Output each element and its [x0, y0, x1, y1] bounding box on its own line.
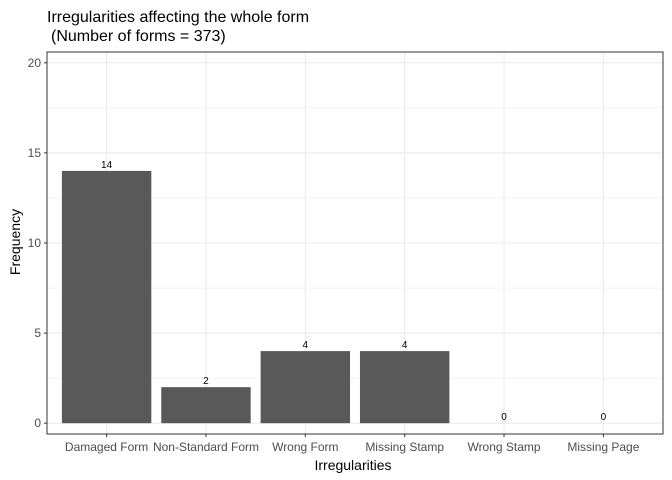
data-label: 0	[501, 412, 507, 423]
x-tick-label: Damaged Form	[65, 440, 148, 454]
y-tick-label: 20	[28, 56, 42, 70]
data-label: 2	[203, 376, 209, 387]
x-tick-label: Non-Standard Form	[153, 440, 259, 454]
y-tick-label: 10	[28, 236, 42, 250]
data-label: 4	[303, 340, 309, 351]
y-tick-label: 15	[28, 146, 42, 160]
x-tick-label: Missing Page	[567, 440, 639, 454]
y-tick-label: 5	[34, 326, 41, 340]
bars	[61, 170, 450, 424]
x-axis: Damaged Form Non-Standard Form Wrong Form M…	[65, 434, 640, 454]
data-labels: 14 2 4 4 0 0	[101, 160, 607, 423]
data-label: 14	[101, 160, 113, 171]
x-axis-title: Irregularities	[314, 457, 391, 473]
x-tick-label: Wrong Stamp	[467, 440, 540, 454]
y-tick-label: 0	[34, 416, 41, 430]
bar	[61, 170, 152, 424]
y-axis: 0 5 10 15 20	[28, 56, 47, 430]
chart-title: Irregularities affecting the whole form	[47, 9, 309, 26]
x-tick-label: Wrong Form	[272, 440, 338, 454]
chart-subtitle: (Number of forms = 373)	[51, 28, 226, 45]
bar	[260, 351, 351, 424]
bar	[161, 387, 251, 424]
y-axis-title: Frequency	[7, 209, 23, 275]
data-label: 4	[402, 340, 408, 351]
bar	[359, 351, 450, 424]
data-label: 0	[601, 412, 607, 423]
x-tick-label: Missing Stamp	[365, 440, 444, 454]
